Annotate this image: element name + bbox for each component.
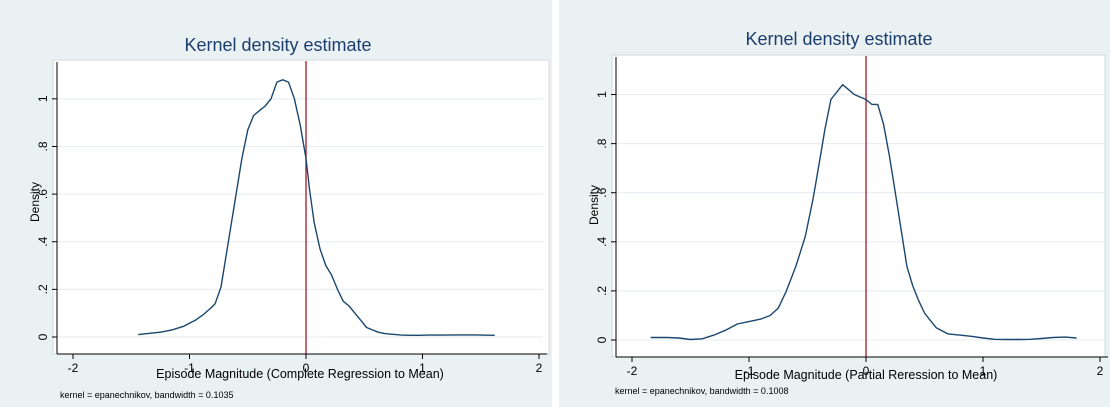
x-tick-label: 0 bbox=[863, 364, 870, 378]
right-density-chart: Kernel density estimate 0 .2 .4 .6 .8 1 -2 -1 0… bbox=[587, 29, 1108, 396]
y-axis-label: Density bbox=[28, 182, 42, 222]
grid-lines bbox=[616, 94, 1104, 341]
x-ticks: -2 -1 0 1 2 bbox=[68, 354, 543, 375]
y-tick-label: .6 bbox=[595, 187, 609, 197]
y-tick-label: .8 bbox=[595, 138, 609, 148]
x-tick-label: 0 bbox=[303, 361, 310, 375]
y-tick-label: .4 bbox=[595, 236, 609, 246]
y-axis-label: Density bbox=[587, 185, 601, 225]
y-ticks: 0 .2 .4 .6 .8 1 bbox=[595, 91, 616, 343]
x-axis-label: Episode Magnitude (Partial Reression to … bbox=[735, 368, 998, 382]
y-tick-label: .4 bbox=[36, 236, 50, 246]
plot-area bbox=[52, 59, 550, 355]
chart-title: Kernel density estimate bbox=[745, 29, 932, 49]
y-tick-label: .2 bbox=[595, 286, 609, 296]
left-density-chart: Kernel density estimate 0 .2 .4 .6 .8 1 -2 -1 0… bbox=[28, 35, 550, 400]
y-tick-label: .6 bbox=[36, 189, 50, 199]
y-ticks: 0 .2 .4 .6 .8 1 bbox=[36, 95, 57, 340]
left-chart-panel: Kernel density estimate 0 .2 .4 .6 .8 1 -2 -1 0… bbox=[0, 0, 552, 407]
density-curve bbox=[138, 79, 495, 336]
plot-area bbox=[611, 54, 1106, 358]
x-tick-label: 2 bbox=[1097, 364, 1104, 378]
x-axis-label: Episode Magnitude (Complete Regression t… bbox=[156, 367, 444, 381]
y-tick-label: .8 bbox=[36, 141, 50, 151]
x-ticks: -2 -1 0 1 2 bbox=[627, 357, 1104, 378]
x-tick-label: -1 bbox=[744, 364, 755, 378]
y-tick-label: 0 bbox=[36, 333, 50, 340]
density-curve bbox=[650, 84, 1077, 341]
y-tick-label: 1 bbox=[595, 91, 609, 98]
chart-title: Kernel density estimate bbox=[184, 35, 371, 55]
x-tick-label: 2 bbox=[536, 361, 543, 375]
kernel-note: kernel = epanechnikov, bandwidth = 0.100… bbox=[615, 386, 788, 396]
x-tick-label: -2 bbox=[627, 364, 638, 378]
grid-lines bbox=[57, 98, 543, 338]
kernel-note: kernel = epanechnikov, bandwidth = 0.103… bbox=[60, 390, 233, 400]
y-tick-label: 0 bbox=[595, 336, 609, 343]
right-chart-panel: Kernel density estimate 0 .2 .4 .6 .8 1 -2 -1 0… bbox=[559, 0, 1110, 407]
y-tick-label: .2 bbox=[36, 284, 50, 294]
y-tick-label: 1 bbox=[36, 95, 50, 102]
x-tick-label: -2 bbox=[68, 361, 79, 375]
x-tick-label: 1 bbox=[419, 361, 426, 375]
x-tick-label: 1 bbox=[980, 364, 987, 378]
x-tick-label: -1 bbox=[184, 361, 195, 375]
